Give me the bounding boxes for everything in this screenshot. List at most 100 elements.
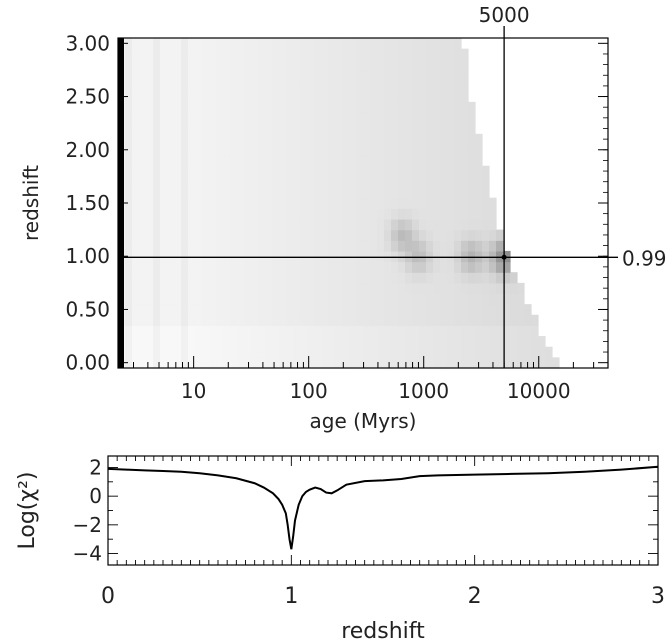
heatmap-cell [202, 123, 210, 135]
heatmap-cell [244, 208, 252, 220]
heatmap-cell [482, 187, 490, 199]
heatmap-cell [286, 69, 294, 82]
heatmap-cell [160, 229, 168, 241]
heatmap-cell [202, 346, 210, 358]
heatmap-cell [391, 176, 399, 188]
heatmap-cell [293, 48, 301, 60]
heatmap-cell [356, 357, 364, 369]
heatmap-cell [314, 48, 322, 60]
heatmap-cell [125, 250, 133, 263]
heatmap-cell [216, 346, 224, 358]
heatmap-cell [356, 155, 364, 167]
heatmap-cell [272, 336, 280, 348]
heatmap-cell [419, 304, 427, 316]
heatmap-cell [237, 218, 245, 231]
heatmap-cell [230, 187, 238, 199]
heatmap-cell [300, 282, 308, 295]
heatmap-cell [356, 91, 364, 103]
heatmap-cell [454, 314, 462, 327]
heatmap-cell [188, 112, 196, 124]
heatmap-cell [363, 133, 371, 146]
heatmap-cell [209, 229, 217, 241]
heatmap-cell [223, 91, 231, 103]
heatmap-cell [279, 176, 287, 188]
heatmap-cell [293, 304, 301, 316]
heatmap-cell [440, 357, 448, 369]
heatmap-cell [405, 314, 413, 327]
heatmap-cell [377, 59, 385, 71]
heatmap-cell [132, 346, 140, 358]
heatmap-cell [370, 91, 378, 103]
heatmap-cell [167, 325, 175, 337]
heatmap-cell [384, 197, 392, 209]
heatmap-cell [510, 272, 518, 284]
heatmap-cell [279, 218, 287, 231]
heatmap-cell [265, 229, 273, 241]
heatmap-cell [419, 272, 427, 284]
heatmap-cell [321, 208, 329, 220]
heatmap-cell [160, 314, 168, 327]
heatmap-cell [370, 293, 378, 305]
heatmap-cell [314, 38, 322, 50]
heatmap-cell [132, 250, 140, 263]
heatmap-cell [440, 240, 448, 252]
heatmap-cell [195, 48, 203, 60]
heatmap-cell [230, 176, 238, 188]
heatmap-cell [356, 101, 364, 114]
heatmap-cell [335, 357, 343, 369]
heatmap-cell [321, 218, 329, 231]
heatmap-cell [468, 112, 476, 124]
heatmap-cell [258, 357, 266, 369]
heatmap-cell [146, 336, 154, 348]
heatmap-cell [237, 261, 245, 273]
heatmap-cell [265, 314, 273, 327]
heatmap-cell [174, 346, 182, 358]
heatmap-cell [300, 272, 308, 284]
heatmap-cell [356, 208, 364, 220]
heatmap-cell [363, 336, 371, 348]
heatmap-cell [335, 325, 343, 337]
heatmap-cell [286, 101, 294, 114]
heatmap-cell [230, 272, 238, 284]
best-fit-marker [501, 254, 507, 260]
heatmap-cell [517, 293, 525, 305]
heatmap-cell [265, 112, 273, 124]
heatmap-cell [153, 101, 161, 114]
heatmap-cell [321, 282, 329, 295]
heatmap-cell [426, 314, 434, 327]
heatmap-cell [258, 112, 266, 124]
heatmap-cell [328, 91, 336, 103]
heatmap-cell [377, 314, 385, 327]
heatmap-cell [272, 261, 280, 273]
heatmap-cell [426, 293, 434, 305]
heatmap-cell [272, 282, 280, 295]
heatmap-cell [377, 176, 385, 188]
heatmap-cell [510, 346, 518, 358]
heatmap-cell [440, 69, 448, 82]
heatmap-x-tick-label: 100 [290, 379, 328, 403]
heatmap-cell [314, 282, 322, 295]
heatmap-cell [125, 59, 133, 71]
heatmap-cell [510, 314, 518, 327]
heatmap-cell [153, 133, 161, 146]
heatmap-cell [496, 282, 504, 295]
heatmap-cell [146, 282, 154, 295]
heatmap-cell [496, 346, 504, 358]
heatmap-cell [223, 123, 231, 135]
heatmap-cell [468, 187, 476, 199]
heatmap-cell [132, 59, 140, 71]
heatmap-cell [510, 293, 518, 305]
heatmap-cell [195, 59, 203, 71]
heatmap-cell [265, 48, 273, 60]
line-axes: 0 1 2 3−4−202 [73, 455, 665, 609]
heatmap-cell [279, 250, 287, 263]
heatmap-cell [153, 293, 161, 305]
heatmap-cell [146, 187, 154, 199]
heatmap-cell [461, 325, 469, 337]
heatmap-cell [391, 155, 399, 167]
heatmap-cell [174, 304, 182, 316]
heatmap-cell [139, 165, 147, 177]
heatmap-cell [335, 59, 343, 71]
heatmap-cell [188, 165, 196, 177]
heatmap-cell [335, 282, 343, 295]
